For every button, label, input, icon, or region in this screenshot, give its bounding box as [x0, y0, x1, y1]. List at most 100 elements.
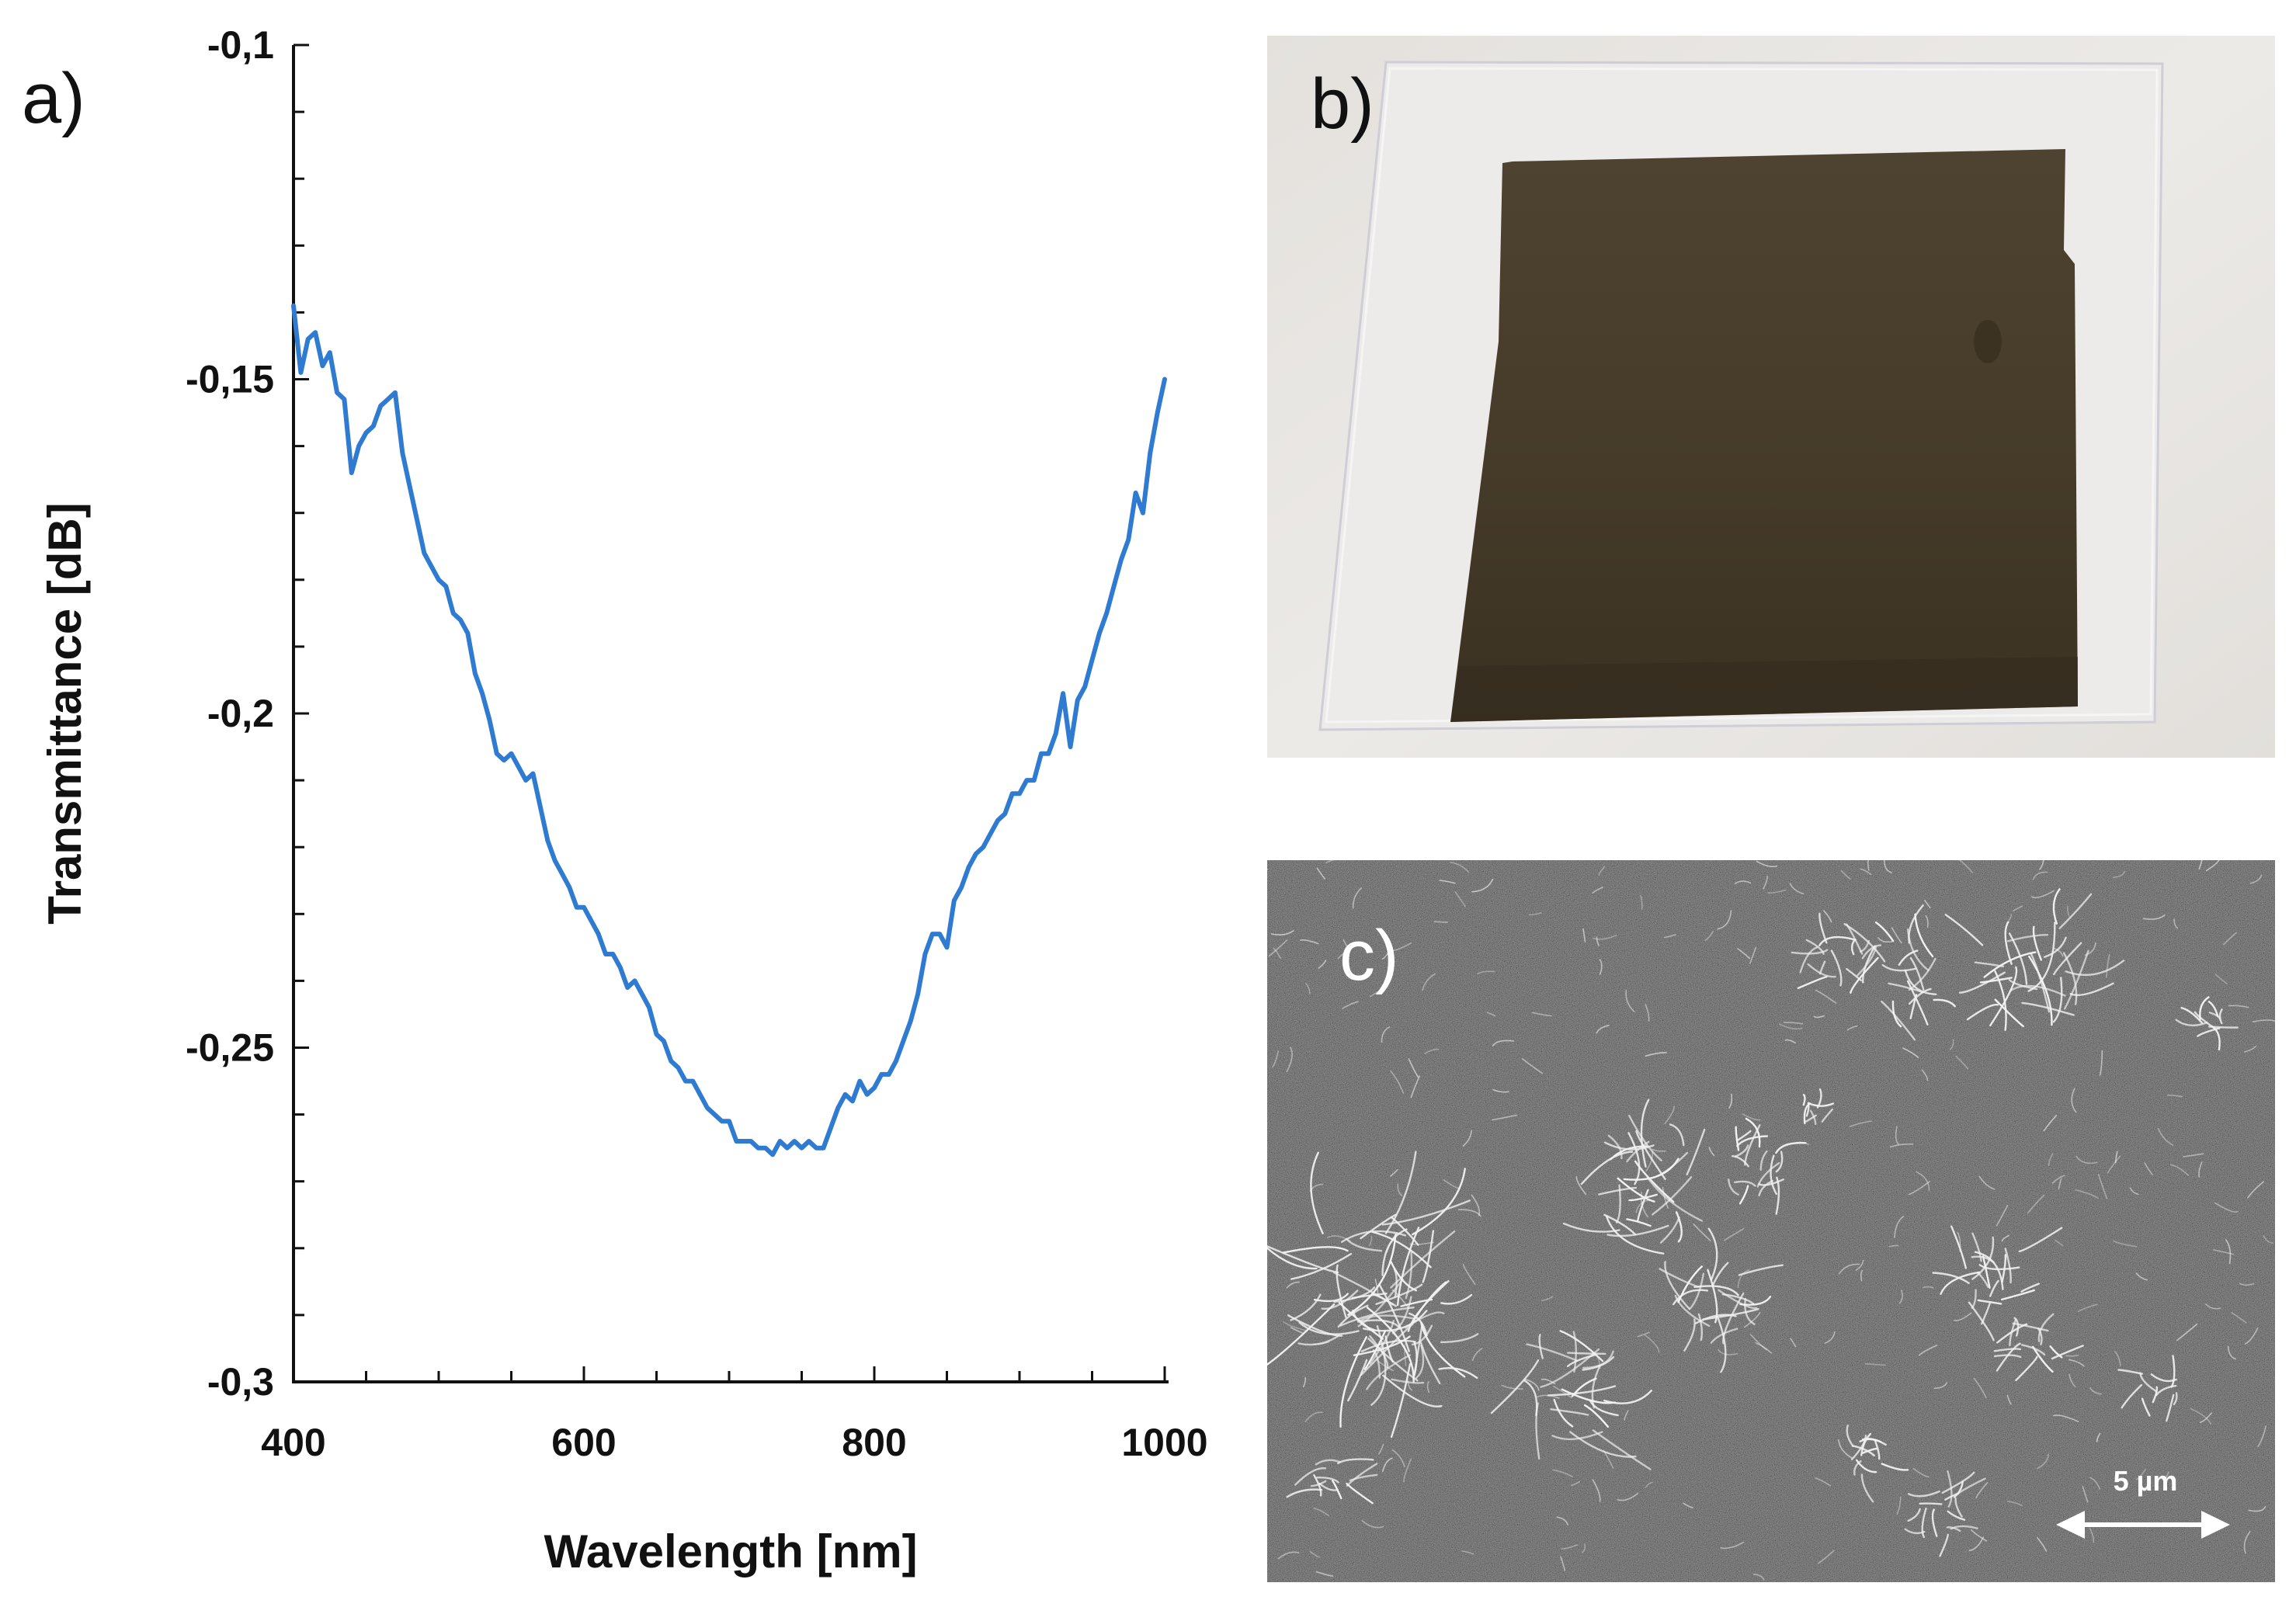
- sem-fiber: [1664, 1106, 1675, 1125]
- sem-fiber: [1669, 1123, 1685, 1147]
- sem-fiber: [1775, 1176, 1780, 1215]
- sem-fiber: [1958, 971, 2006, 994]
- sem-fiber: [1739, 1296, 1772, 1306]
- sem-fiber: [1645, 1151, 1654, 1172]
- sem-fiber: [1974, 1251, 2004, 1290]
- scale-bar-arrow-left: [2056, 1511, 2085, 1539]
- sem-fiber: [1805, 1114, 1817, 1123]
- sem-fiber: [1894, 1215, 1905, 1238]
- sem-fiber: [2107, 1155, 2121, 1174]
- sem-fiber: [1749, 946, 1756, 964]
- sem-fiber: [1738, 1264, 1784, 1276]
- x-tick-label: 600: [551, 1421, 616, 1464]
- sem-fiber: [1313, 1293, 1349, 1303]
- sem-fiber: [1763, 875, 1768, 890]
- sem-fiber: [1627, 1132, 1641, 1185]
- sem-fiber: [1561, 1544, 1579, 1550]
- sem-texture: [1267, 860, 2275, 1582]
- sem-fiber: [1908, 1490, 1940, 1498]
- sem-fiber: [1846, 923, 1864, 955]
- sem-fiber: [2001, 1254, 2007, 1283]
- sem-fiber: [2037, 1536, 2048, 1552]
- x-axis-label: Wavelength [nm]: [544, 1525, 917, 1578]
- sem-fiber: [2071, 1088, 2077, 1113]
- sem-fiber: [1628, 1193, 1658, 1202]
- sem-fiber: [2114, 1351, 2121, 1366]
- sem-fiber: [1932, 1272, 1970, 1284]
- sem-fiber: [2009, 984, 2066, 997]
- sem-fiber: [2173, 1392, 2178, 1406]
- sem-fiber: [2051, 1345, 2084, 1360]
- sem-fiber: [1838, 1263, 1860, 1275]
- sem-fiber: [1874, 1439, 1881, 1460]
- sem-fiber: [1838, 1439, 1853, 1459]
- sem-fiber: [1914, 913, 1934, 958]
- sem-fiber: [1635, 1130, 1666, 1180]
- sem-fiber: [1853, 1460, 1862, 1476]
- sem-fiber: [1625, 989, 1635, 1012]
- sem-fiber: [1615, 1184, 1621, 1224]
- sem-fiber: [1286, 1488, 1323, 1498]
- x-axis-tick-labels: 400 600 800 1000: [261, 1421, 1207, 1464]
- sem-fiber: [1492, 1089, 1509, 1093]
- sem-fiber: [1993, 1354, 2022, 1359]
- sem-fiber: [1693, 1285, 1739, 1296]
- y-axis-ticks: [294, 43, 309, 1383]
- sem-fiber: [2231, 1312, 2247, 1324]
- sem-fiber: [1486, 1012, 1496, 1017]
- sem-fiber: [1652, 1176, 1693, 1216]
- sem-fiber: [1815, 1477, 1831, 1487]
- sem-fiber: [2065, 1354, 2079, 1357]
- sem-fiber: [2152, 1386, 2159, 1404]
- sem-fiber: [1267, 1244, 1339, 1274]
- sem-fiber: [1290, 1252, 1353, 1280]
- sem-fiber: [1735, 1126, 1740, 1151]
- sem-fiber: [1471, 1194, 1481, 1217]
- sem-fiber: [1492, 1040, 1515, 1046]
- sem-fiber: [2166, 1394, 2175, 1422]
- sem-fiber: [1851, 1445, 1875, 1456]
- sem-fiber: [1624, 1410, 1629, 1421]
- sem-fiber: [1403, 1458, 1412, 1483]
- sem-fiber: [1461, 1550, 1475, 1555]
- x-tick-label: 800: [842, 1421, 906, 1464]
- sem-fiber: [2030, 890, 2055, 899]
- sem-fiber: [1966, 1003, 1999, 1021]
- glass-slide-highlight: [1325, 67, 2159, 724]
- sem-fiber: [2021, 1001, 2075, 1016]
- sem-fiber: [2213, 1249, 2234, 1255]
- sem-fiber: [1551, 1431, 1603, 1441]
- sem-fiber: [1639, 895, 1643, 910]
- panel-c-label: c): [1339, 916, 1399, 995]
- sem-fiber: [1846, 1425, 1854, 1447]
- sem-fiber: [1603, 1213, 1636, 1236]
- sem-fiber: [1286, 1281, 1300, 1289]
- sem-fiber: [1683, 1318, 1696, 1352]
- sem-fiber: [1315, 1571, 1334, 1577]
- sem-fiber: [2141, 1397, 2151, 1417]
- film-sample: [1450, 149, 2078, 722]
- sem-fiber: [2257, 1425, 2266, 1448]
- sem-fiber: [1924, 900, 1931, 909]
- sem-fiber: [1413, 1341, 1418, 1376]
- sem-fiber: [1593, 935, 1617, 940]
- scale-bar-arrow-right: [2201, 1511, 2230, 1539]
- sem-fiber: [1547, 1385, 1617, 1397]
- sem-fiber: [2008, 932, 2028, 985]
- sem-fiber: [2190, 1407, 2212, 1425]
- sem-fiber: [1977, 1299, 2002, 1305]
- sem-fiber: [1521, 1058, 1544, 1074]
- sem-fiber: [1846, 968, 1863, 981]
- sem-fiber: [2082, 1486, 2089, 1503]
- sem-fiber: [1737, 1269, 1750, 1289]
- sem-fiber: [2027, 1194, 2045, 1214]
- sem-fiber: [1305, 983, 1311, 994]
- sem-fiber: [1397, 1183, 1403, 1197]
- sem-fiber: [2004, 921, 2013, 965]
- sem-fiber: [1968, 1536, 1985, 1552]
- sem-fiber: [2052, 888, 2061, 925]
- sem-fiber: [1778, 1023, 1803, 1030]
- sem-fiber: [1861, 1447, 1877, 1454]
- sem-fiber: [1382, 1374, 1443, 1407]
- sem-fiber: [1333, 1272, 1394, 1306]
